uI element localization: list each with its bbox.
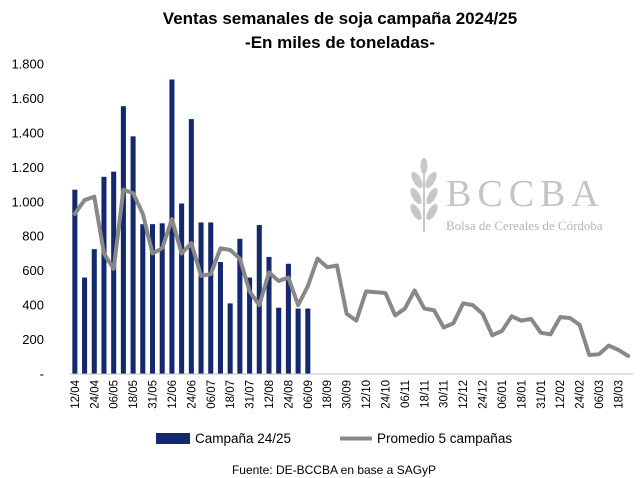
legend-swatch-bars — [156, 433, 190, 444]
x-tick-label: 06/01 — [497, 380, 509, 409]
line-series — [72, 187, 631, 358]
y-tick-label: 1.600 — [11, 91, 44, 106]
x-tick-label: 31/05 — [148, 380, 160, 409]
x-tick-label: 06/05 — [109, 380, 121, 409]
y-tick-label: 1.200 — [11, 160, 44, 175]
x-tick-label: 24/12 — [478, 380, 490, 409]
bar — [285, 263, 291, 374]
x-tick-label: 18/09 — [322, 380, 334, 409]
x-tick-label: 12/04 — [70, 379, 82, 408]
bar — [276, 307, 282, 374]
x-tick-label: 12/08 — [264, 380, 276, 409]
legend-label-line: Promedio 5 campañas — [377, 431, 512, 446]
x-tick-label: 12/12 — [458, 380, 470, 409]
y-tick-label: 1.400 — [11, 125, 44, 140]
bar — [295, 308, 301, 374]
wheat-icon — [410, 158, 438, 232]
x-tick-label: 12/06 — [167, 380, 179, 409]
source-note: Fuente: DE-BCCBA en base a SAGyP — [232, 463, 436, 477]
x-tick-label: 24/06 — [186, 380, 198, 409]
bar — [72, 189, 78, 374]
x-tick-label: 24/02 — [575, 380, 587, 409]
x-tick-label: 18/05 — [128, 380, 140, 409]
logo-subtext: Bolsa de Cereales de Córdoba — [446, 218, 603, 233]
bar — [237, 238, 243, 374]
legend-label-bars: Campaña 24/25 — [195, 431, 291, 446]
line-path — [72, 187, 631, 358]
x-tick-label: 06/03 — [594, 380, 606, 409]
bar — [91, 249, 97, 374]
y-tick-label: 200 — [22, 332, 44, 347]
bar — [179, 203, 185, 374]
bar — [305, 308, 311, 374]
legend: Campaña 24/25 Promedio 5 campañas — [156, 431, 512, 446]
bar — [149, 224, 156, 374]
y-tick-label: 1.800 — [11, 57, 44, 72]
bar — [198, 222, 204, 374]
x-tick-label: 06/07 — [206, 380, 218, 409]
bar-series — [72, 79, 311, 374]
bar — [140, 224, 146, 374]
x-tick-label: 06/09 — [303, 380, 315, 409]
x-tick-label: 30/09 — [342, 380, 354, 409]
bar — [217, 262, 223, 374]
x-tick-label: 12/10 — [361, 380, 373, 409]
x-tick-label: 31/01 — [536, 380, 548, 409]
y-axis: - 200 400 600 800 1.000 1.200 1.400 1.600 1.800 — [11, 57, 44, 382]
x-tick-label: 12/02 — [555, 380, 567, 409]
x-tick-label: 18/03 — [613, 380, 625, 409]
x-tick-label: 24/08 — [283, 380, 295, 409]
chart-title: Ventas semanales de soja campaña 2024/25 — [163, 9, 517, 28]
bar — [82, 277, 88, 374]
bar — [227, 303, 233, 374]
chart-subtitle: -En miles de toneladas- — [245, 33, 435, 52]
y-tick-label: 400 — [22, 298, 44, 313]
bar — [130, 136, 136, 374]
x-tick-label: 18/07 — [225, 380, 237, 409]
y-tick-label: 800 — [22, 229, 44, 244]
y-tick-label: 1.000 — [11, 194, 44, 209]
x-tick-label: 30/11 — [439, 380, 451, 408]
logo-text: BCCBA — [446, 173, 605, 215]
bar — [247, 277, 253, 374]
x-tick-label: 06/11 — [400, 380, 412, 408]
bar — [208, 222, 214, 374]
logo: BCCBA Bolsa de Cereales de Córdoba — [410, 158, 605, 233]
bar — [111, 171, 117, 374]
x-tick-label: 31/07 — [245, 380, 257, 409]
x-tick-label: 24/04 — [89, 379, 101, 408]
x-tick-label: 18/11 — [419, 380, 431, 408]
bar — [169, 79, 175, 374]
x-tick-label: 24/10 — [380, 380, 392, 409]
bar — [266, 256, 272, 374]
y-tick-label: 600 — [22, 263, 44, 278]
x-tick-label: 18/01 — [516, 380, 528, 409]
x-axis: 12/04 24/04 06/05 18/05 31/05 12/06 24/06 06/07… — [70, 373, 633, 409]
bar — [101, 176, 107, 374]
bar — [120, 106, 126, 374]
bar — [159, 223, 165, 374]
y-tick-label: - — [40, 367, 44, 382]
